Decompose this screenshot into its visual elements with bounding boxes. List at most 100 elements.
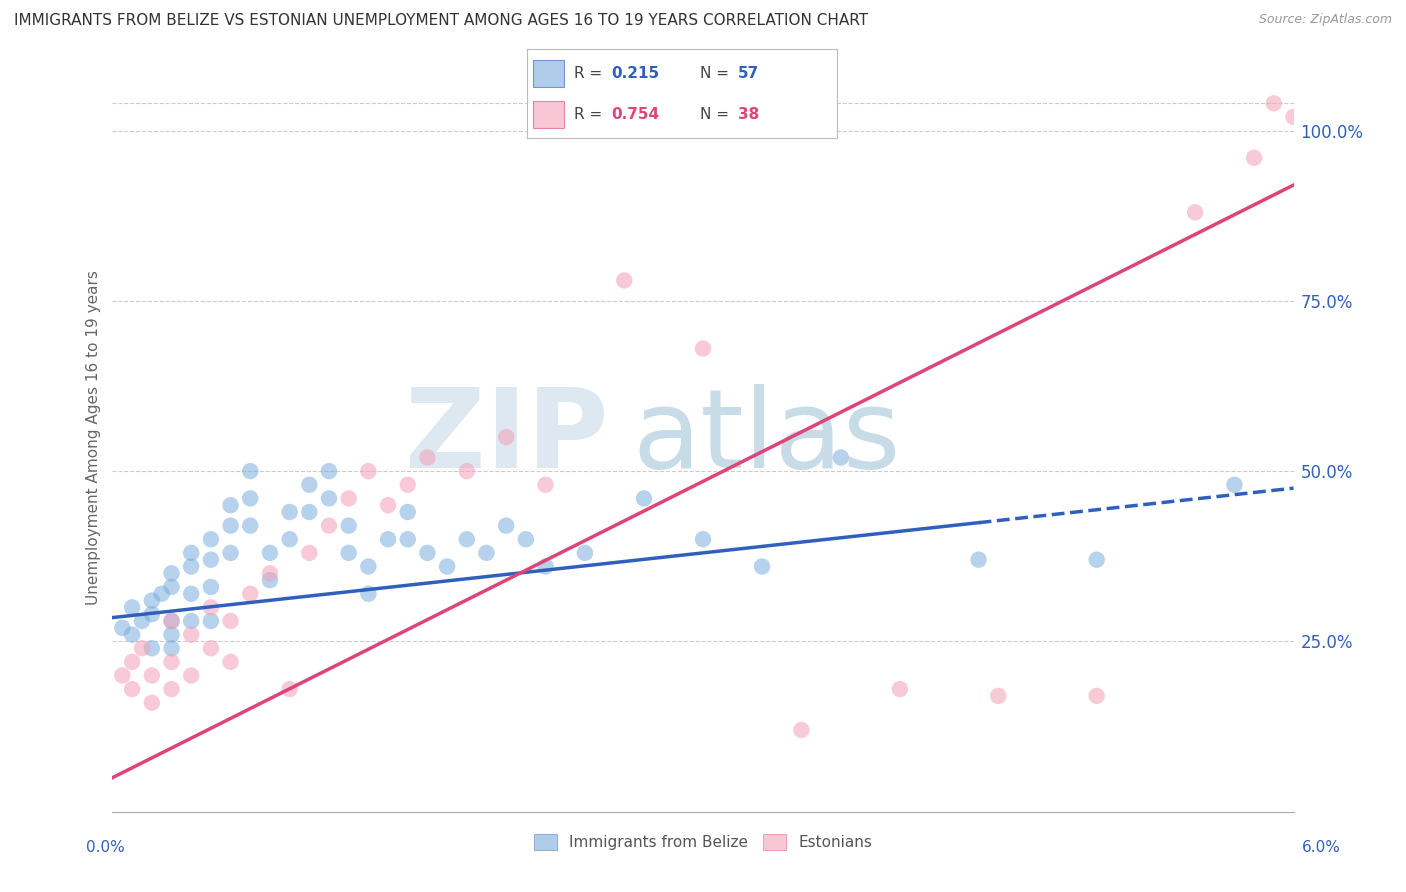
Point [396,477,419,491]
Text: IMMIGRANTS FROM BELIZE VS ESTONIAN UNEMPLOYMENT AMONG AGES 16 TO 19 YEARS CORREL: IMMIGRANTS FROM BELIZE VS ESTONIAN UNEMP… [14,13,868,29]
Point [160,641,183,656]
Point [200,614,222,628]
Point [1085,552,1108,566]
Point [141,696,163,710]
Legend: Immigrants from Belize, Estonians: Immigrants from Belize, Estonians [527,829,879,856]
Text: 0.754: 0.754 [610,107,659,121]
Point [219,546,242,560]
Point [967,552,990,566]
Point [239,518,262,533]
Point [1282,110,1305,124]
Point [534,559,557,574]
Point [200,641,222,656]
Text: atlas: atlas [633,384,901,491]
Point [692,533,714,547]
Text: 6.0%: 6.0% [1302,840,1341,855]
Text: N =: N = [700,107,734,121]
Point [259,566,281,581]
Point [180,614,202,628]
Point [318,491,340,506]
Point [278,505,301,519]
Point [141,668,163,682]
Point [1243,151,1265,165]
Point [298,477,321,491]
Point [141,607,163,622]
Point [160,580,183,594]
Point [830,450,852,465]
Point [219,614,242,628]
Point [160,614,183,628]
Point [357,559,380,574]
Y-axis label: Unemployment Among Ages 16 to 19 years: Unemployment Among Ages 16 to 19 years [86,269,101,605]
Point [278,682,301,697]
Point [150,587,173,601]
Point [200,580,222,594]
FancyBboxPatch shape [533,60,564,87]
Point [495,430,517,444]
Point [180,668,202,682]
Point [160,627,183,641]
Point [416,546,439,560]
Point [357,464,380,478]
Point [987,689,1010,703]
Point [377,498,399,512]
Point [456,464,478,478]
Point [111,668,134,682]
Point [239,464,262,478]
Point [298,505,321,519]
Point [160,566,183,581]
Point [278,533,301,547]
Point [180,559,202,574]
Point [239,491,262,506]
Point [180,587,202,601]
Point [1263,96,1285,111]
Point [416,450,439,465]
Point [456,533,478,547]
Point [337,546,360,560]
Point [396,505,419,519]
Point [259,546,281,560]
Point [219,655,242,669]
Point [318,464,340,478]
Point [141,593,163,607]
Point [200,600,222,615]
Point [259,573,281,587]
Point [337,491,360,506]
Point [613,273,636,287]
Point [318,518,340,533]
FancyBboxPatch shape [533,101,564,128]
Point [111,621,134,635]
Point [219,498,242,512]
Point [131,641,153,656]
Point [751,559,773,574]
Point [160,614,183,628]
Point [633,491,655,506]
Point [219,518,242,533]
Point [357,587,380,601]
Point [790,723,813,737]
Point [396,533,419,547]
Text: ZIP: ZIP [405,384,609,491]
Point [121,627,143,641]
Text: 0.0%: 0.0% [86,840,125,855]
Point [141,641,163,656]
Point [121,655,143,669]
Point [200,533,222,547]
Point [377,533,399,547]
Point [534,477,557,491]
Point [131,614,153,628]
Point [475,546,498,560]
Point [337,518,360,533]
Text: 57: 57 [738,66,759,80]
Point [692,342,714,356]
Point [515,533,537,547]
Point [574,546,596,560]
Point [180,627,202,641]
Text: 38: 38 [738,107,759,121]
Text: N =: N = [700,66,734,80]
Point [1223,477,1246,491]
Point [121,682,143,697]
Point [160,655,183,669]
Text: R =: R = [574,66,607,80]
Point [160,682,183,697]
